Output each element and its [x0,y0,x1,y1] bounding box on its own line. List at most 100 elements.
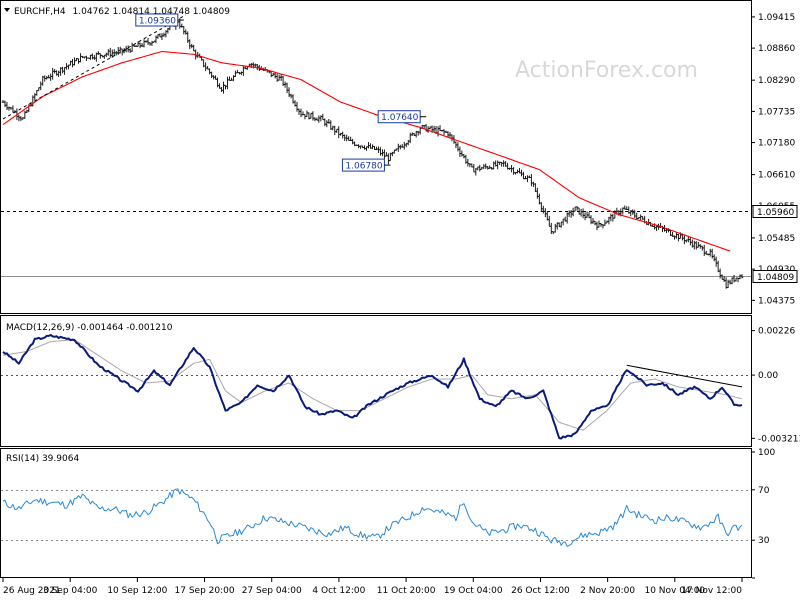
candle [295,101,299,112]
candle [273,72,277,79]
candle [39,81,43,91]
key-level-label: 1.04809 [757,273,794,283]
candle [542,205,545,214]
trend-channel-line [2,14,187,120]
tick-label: 1.06610 [758,171,795,181]
candle [79,53,82,63]
candle [639,214,642,221]
price-annotation-label: 1.09360 [139,16,176,26]
macd-layer: 0.00226 0.00 -0.003211 [1,327,800,444]
moving-average-line [2,50,731,252]
candle [530,174,533,187]
macd-trendline [626,364,743,388]
price-axis: 1.09415 1.08860 1.08290 1.07735 1.07180 1.066… [752,13,795,306]
candle [285,82,289,94]
candle [716,260,720,273]
tick-label: 17 Sep 20:00 [175,586,235,596]
candle [595,221,599,231]
candle [57,70,60,77]
candle [714,256,718,267]
candle [460,150,464,157]
price-series-layer [1,14,744,289]
candle [105,52,108,58]
candle [695,241,698,250]
candle [220,87,223,92]
candle [567,210,571,217]
tick-label: 1.04375 [758,296,795,306]
ohlc-header: 1.04762 1.04814 1.04748 1.04809 [73,7,231,17]
candle [73,57,76,66]
candle [724,277,728,289]
candle [408,132,412,144]
tick-label: 0.00226 [758,327,795,337]
candle [97,51,100,55]
candle [458,146,462,158]
candle [549,222,553,235]
candle [287,87,291,98]
candle [484,163,488,169]
tick-label: 30 [758,536,770,546]
candle [540,202,543,213]
candle [675,232,678,239]
candle [210,71,213,79]
candle [712,254,716,262]
candle [283,81,287,88]
candle [478,164,482,172]
tick-label: 10 Sep 12:00 [107,586,167,596]
dropdown-triangle-icon[interactable] [4,8,10,12]
candle [363,145,366,150]
candle [472,163,476,173]
tick-label: 1.07735 [758,107,795,117]
candle [71,59,74,68]
candle [579,208,583,217]
candle [573,206,577,212]
candle [128,48,132,53]
macd-panel-frame [0,315,752,447]
candle [130,42,134,52]
tick-label: 17 Nov 12:00 [681,586,742,596]
rsi-line [2,488,743,547]
candle [234,70,237,78]
candle [379,147,382,156]
tick-label: -0.003211 [758,434,800,444]
candle [192,44,196,52]
candle [544,208,547,218]
key-level-box [752,205,798,218]
candle [553,223,557,233]
tick-label: 26 Oct 12:00 [511,586,570,596]
tick-label: 1.08290 [758,76,795,86]
price-panel-frame [0,0,752,314]
candle [583,212,587,221]
candle [106,49,110,56]
candle [331,125,335,131]
tick-label: 11 Oct 20:00 [377,586,436,596]
tick-label: 1.08860 [758,44,795,54]
candle [91,53,94,60]
tick-label: 2 Nov 20:00 [580,586,635,596]
candle [522,171,525,180]
macd-label: MACD(12,26,9) -0.001464 -0.001210 [6,323,173,333]
candle [99,53,102,59]
candle [269,71,273,78]
tick-label: 27 Sep 04:00 [242,586,302,596]
price-annotation-label: 1.06780 [345,162,382,172]
candle [520,169,523,177]
candle [108,47,112,58]
candle [456,142,460,152]
candle [228,76,231,81]
price-annotations: 1.09360 1.07640 1.06780 [135,13,427,172]
candle [536,187,539,199]
candle [160,33,164,41]
watermark: ActionForex.com [515,58,698,83]
candle [546,210,549,221]
candle [204,62,207,72]
candle [611,213,615,222]
candle [142,39,146,48]
tick-label: 10 Nov 04:00 [644,586,705,596]
candle [5,101,9,111]
tick-label: 19 Oct 04:00 [444,586,503,596]
candle [222,81,225,94]
candle [559,221,563,228]
key-level-label: 1.05960 [757,208,794,218]
